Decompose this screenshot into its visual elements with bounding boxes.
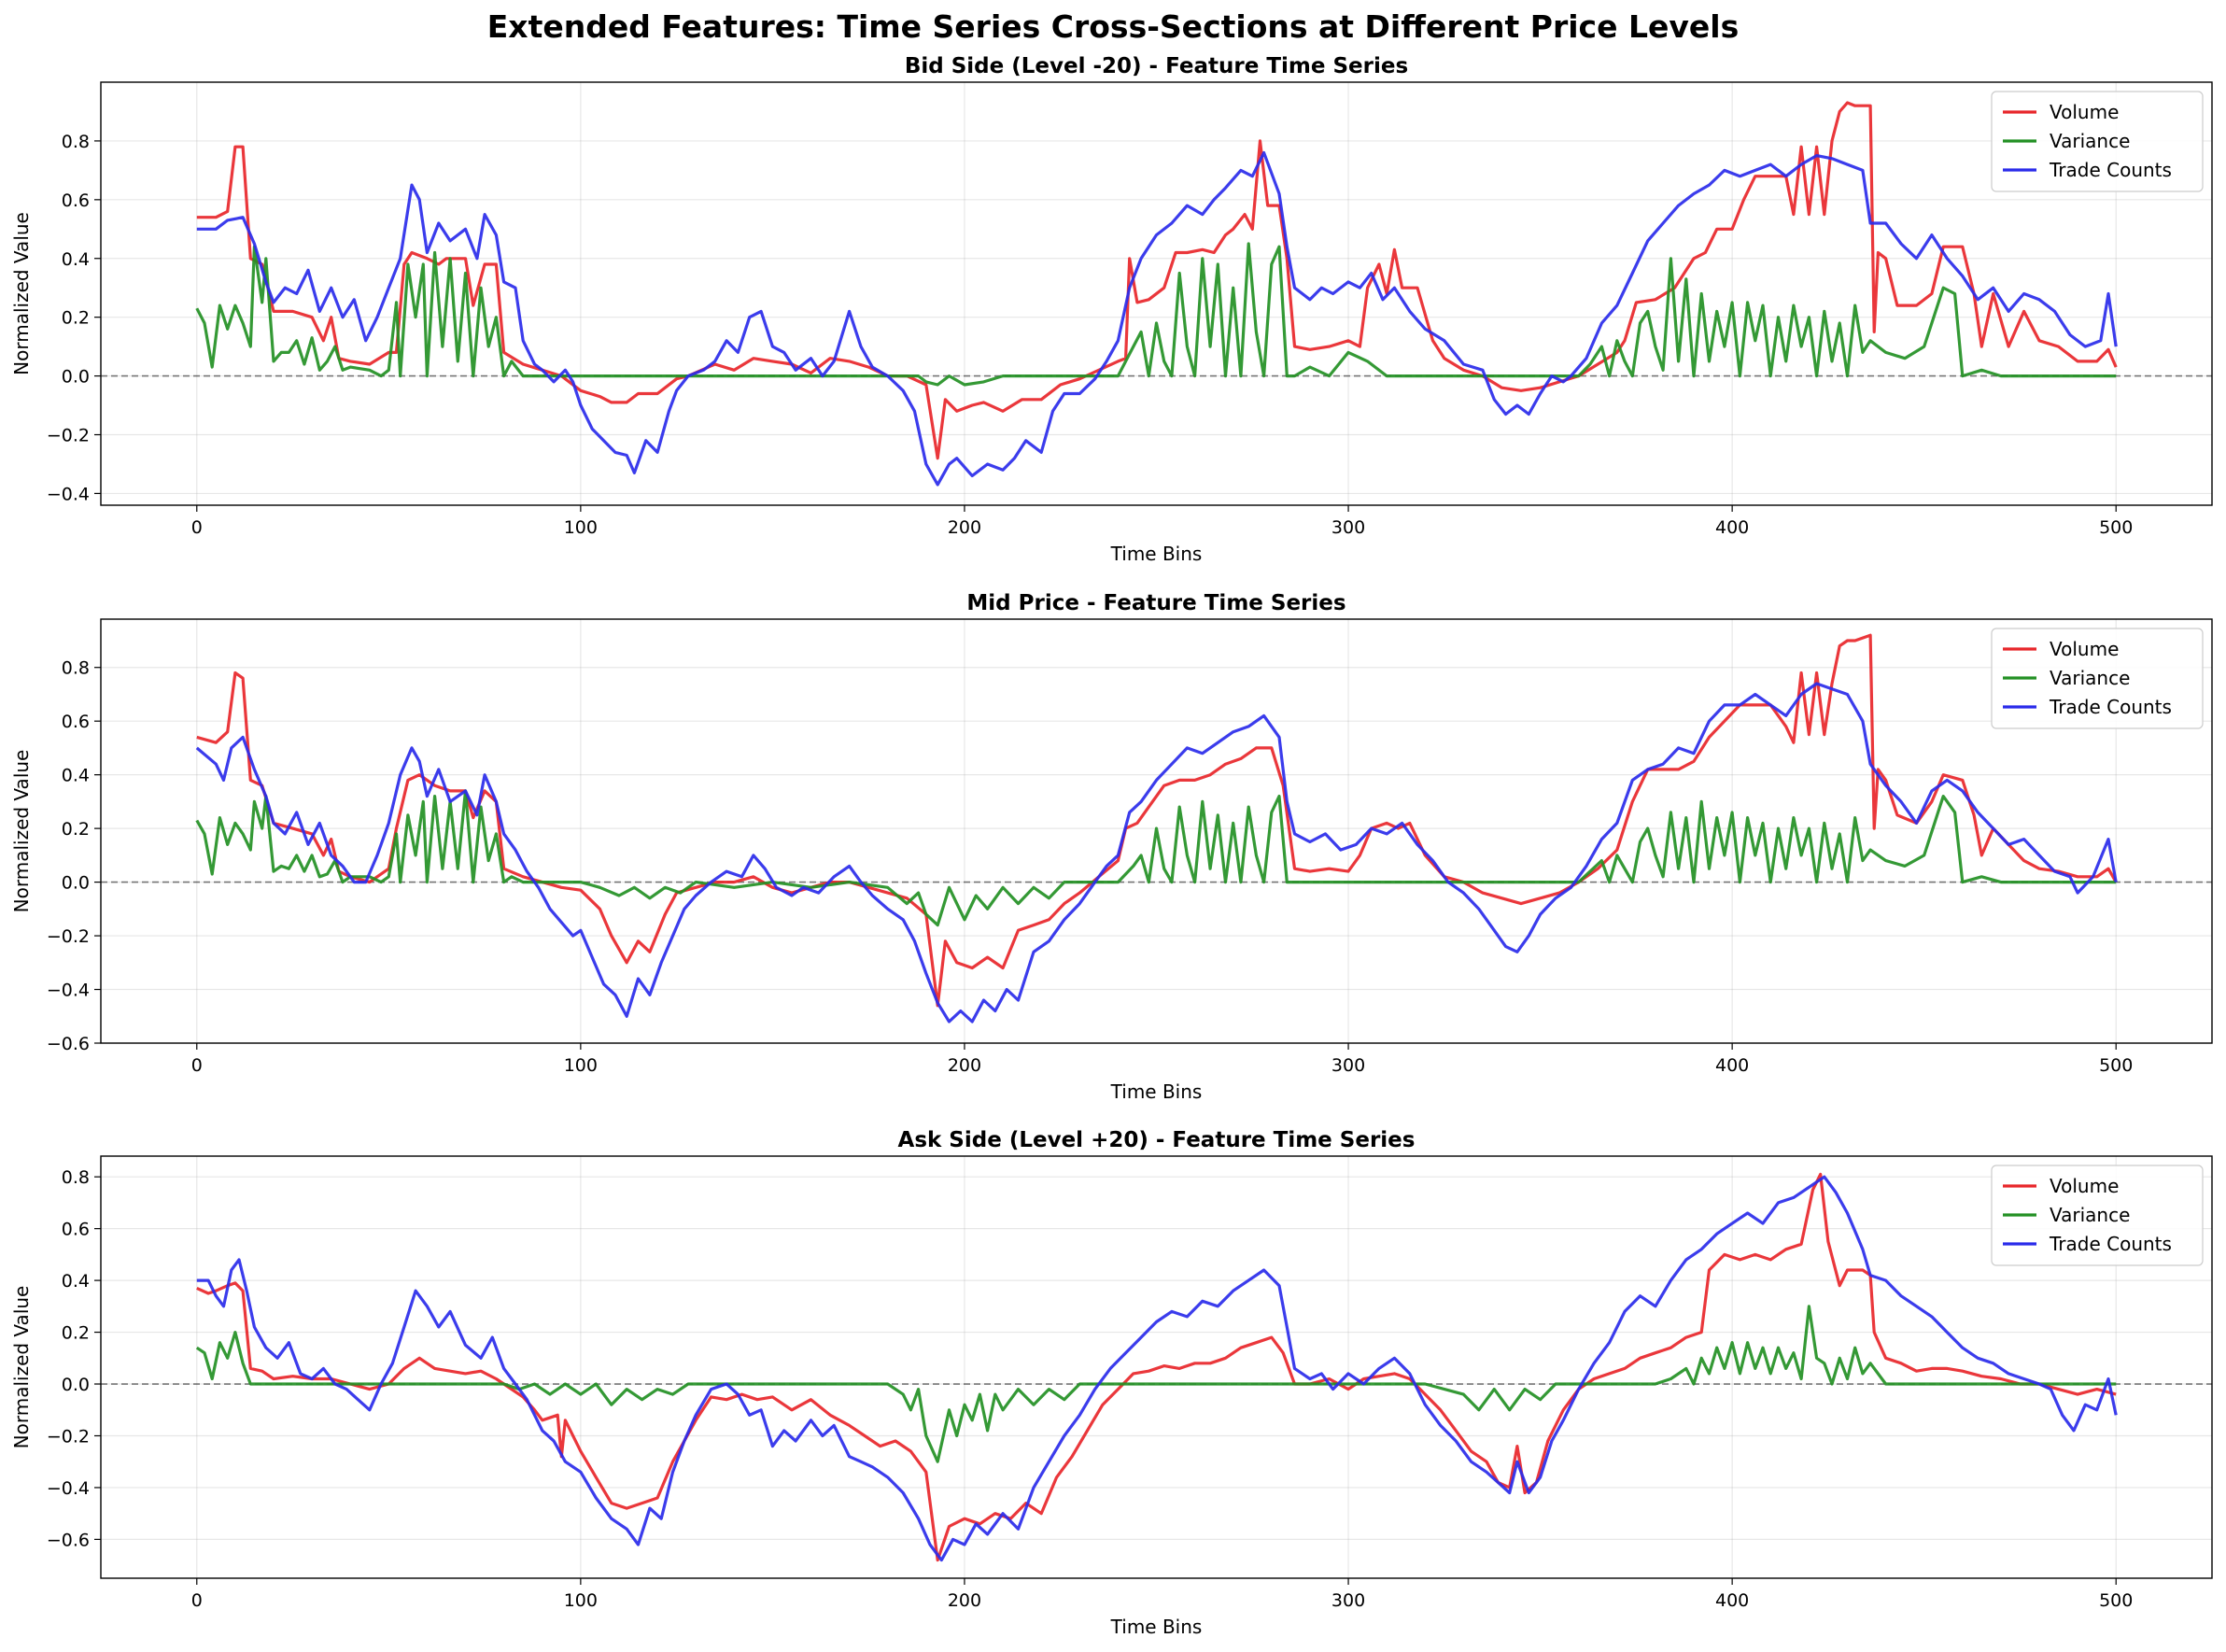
legend-label: Variance [2050,667,2130,689]
y-axis-label: Normalized Value [10,212,33,375]
series-line-trade-counts [195,682,2118,1024]
y-tick-label: 0.2 [62,1323,90,1344]
series-line-volume [196,101,2118,460]
y-tick-label: −0.4 [47,484,90,504]
x-tick-label: 200 [948,1590,981,1611]
x-tick-label: 300 [1331,1590,1365,1611]
panel-title: Ask Side (Level +20) - Feature Time Seri… [898,1128,1416,1152]
y-tick-label: 0.6 [62,1220,90,1240]
x-tick-label: 100 [564,1590,598,1611]
series-line-variance [195,789,2117,927]
series-lines [195,633,2118,1024]
x-tick-label: 100 [564,517,598,538]
x-tick-label: 200 [948,1055,981,1076]
figure-title: Extended Features: Time Series Cross-Sec… [487,8,1739,45]
x-axis-label: Time Bins [1110,1080,1203,1103]
legend: Volume Variance Trade Counts [1991,1165,2204,1266]
legend-box [1991,91,2204,192]
panel-title: Mid Price - Feature Time Series [966,591,1345,615]
series-lines [195,1172,2118,1562]
y-tick-label: 0.6 [62,712,90,732]
y-tick-label: 0.8 [62,132,90,152]
legend-label: Trade Counts [2049,159,2172,181]
x-tick-label: 0 [191,1590,203,1611]
series-line-variance [195,242,2117,387]
axes-frame [100,81,2213,506]
y-tick-label: 0.0 [62,1375,90,1395]
y-tick-label: 0.0 [62,873,90,894]
x-tick-label: 100 [564,1055,598,1076]
legend-label: Volume [2050,1175,2119,1197]
y-tick-label: −0.2 [47,1426,90,1447]
y-axis-label: Normalized Value [10,750,33,913]
x-tick-label: 0 [191,517,203,538]
x-tick-label: 400 [1715,1055,1749,1076]
series-line-trade-counts [196,1175,2118,1562]
x-tick-label: 500 [2099,517,2133,538]
y-tick-label: 0.4 [62,1271,90,1292]
y-tick-label: 0.4 [62,249,90,270]
series-line-trade-counts [196,150,2118,487]
series-line-variance [195,1305,2117,1463]
y-tick-label: −0.2 [47,926,90,947]
ticks: 0 100 200 300 400 500 −0.6 −0.4 −0.2 0.0 0.2 0.4 0.6… [47,658,2134,1076]
y-tick-label: 0.2 [62,308,90,329]
legend-label: Variance [2050,130,2130,152]
panel-title: Bid Side (Level -20) - Feature Time Seri… [905,54,1408,78]
x-tick-label: 200 [948,517,981,538]
y-tick-label: 0.8 [62,658,90,679]
legend-label: Volume [2050,638,2119,660]
series-lines [195,101,2118,487]
panel-bid-side: Bid Side (Level -20) - Feature Time Seri… [10,54,2213,565]
axes-frame [100,1155,2213,1579]
ticks: 0 100 200 300 400 500 −0.6 −0.4 −0.2 0.0 0.2 0.4 0.6… [47,1167,2134,1611]
x-tick-label: 400 [1715,517,1749,538]
y-tick-label: −0.4 [47,1478,90,1499]
x-tick-label: 500 [2099,1055,2133,1076]
panel-mid-price: Mid Price - Feature Time Series Time Bin… [10,591,2213,1103]
x-tick-label: 0 [191,1055,203,1076]
x-axis-label: Time Bins [1110,1616,1203,1638]
x-tick-label: 300 [1331,1055,1365,1076]
legend: Volume Variance Trade Counts [1991,628,2204,729]
legend-label: Trade Counts [2049,696,2172,718]
axes-frame [100,618,2213,1044]
y-tick-label: 0.0 [62,367,90,388]
y-tick-label: 0.8 [62,1167,90,1188]
series-line-volume [196,633,2118,1008]
x-tick-label: 500 [2099,1590,2133,1611]
ticks: 0 100 200 300 400 500 −0.4 −0.2 0.0 0.2 0.4 0.6 0.8 [47,132,2134,538]
legend-label: Trade Counts [2049,1233,2172,1255]
y-tick-label: 0.6 [62,191,90,211]
x-axis-label: Time Bins [1110,543,1203,565]
y-axis-label: Normalized Value [10,1286,33,1449]
y-tick-label: 0.2 [62,819,90,840]
y-tick-label: −0.4 [47,981,90,1001]
legend: Volume Variance Trade Counts [1991,91,2204,192]
legend-label: Volume [2050,101,2119,123]
y-tick-label: −0.2 [47,426,90,446]
legend-box [1991,628,2204,729]
x-tick-label: 300 [1331,517,1365,538]
series-line-volume [196,1172,2117,1562]
y-tick-label: 0.4 [62,766,90,786]
y-tick-label: −0.6 [47,1034,90,1054]
panel-ask-side: Ask Side (Level +20) - Feature Time Seri… [10,1128,2213,1638]
y-tick-label: −0.6 [47,1530,90,1550]
legend-box [1991,1165,2204,1266]
legend-label: Variance [2050,1204,2130,1226]
x-tick-label: 400 [1715,1590,1749,1611]
